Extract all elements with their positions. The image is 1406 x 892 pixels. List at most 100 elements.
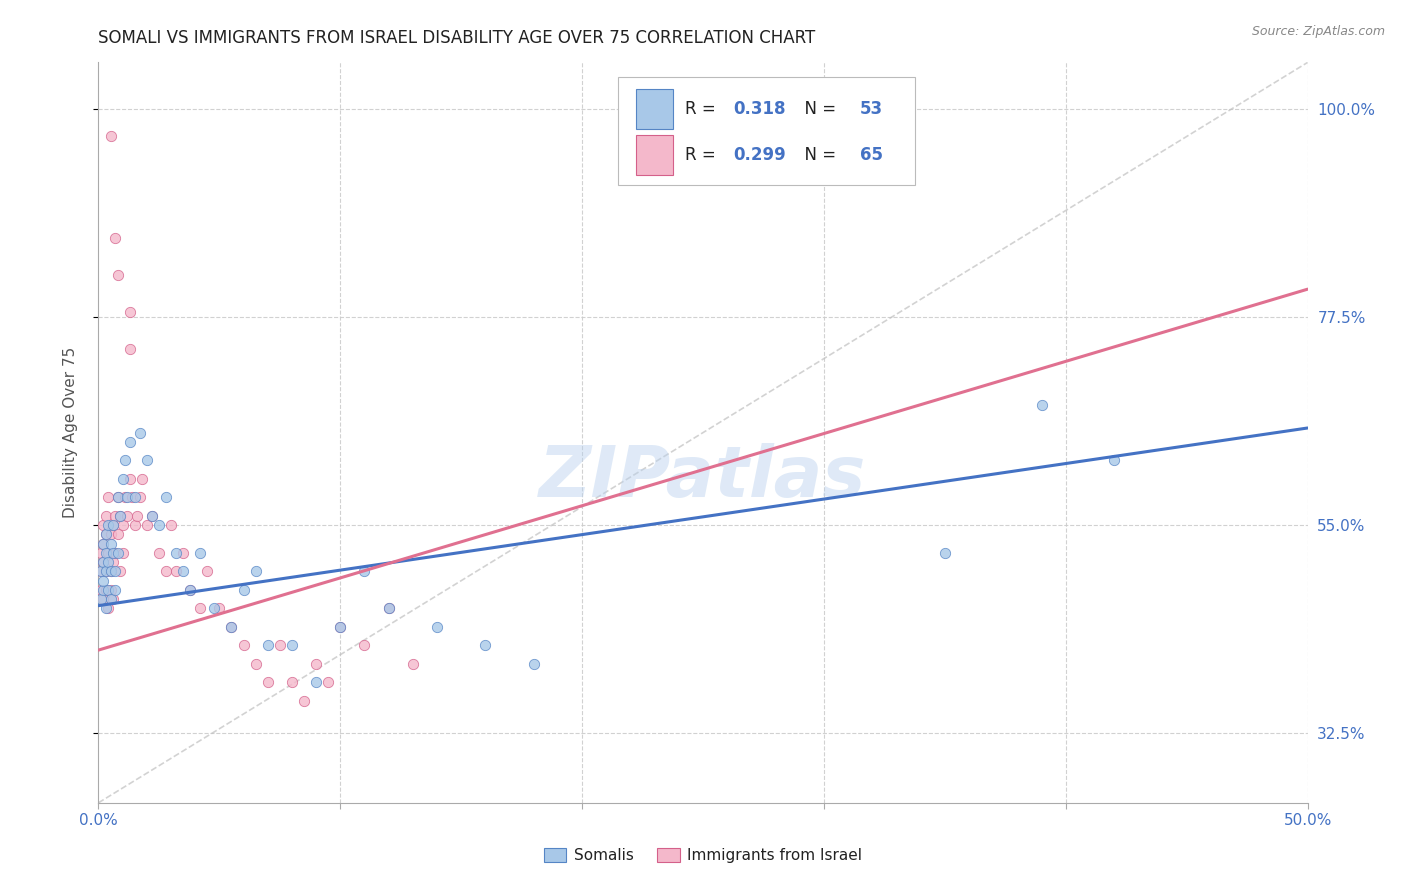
Point [91, 582, 114, 597]
Point [104, 565, 127, 579]
Point [245, 565, 267, 579]
Point [353, 565, 375, 579]
Point [402, 657, 425, 671]
Point [94, 527, 117, 541]
Y-axis label: Disability Age Over 75: Disability Age Over 75 [63, 347, 77, 518]
Point [292, 694, 315, 708]
Point [107, 491, 129, 505]
Point [245, 657, 267, 671]
Point [90, 565, 112, 579]
Text: N =: N = [793, 146, 841, 164]
Point [131, 472, 153, 486]
Point [155, 491, 177, 505]
Point [101, 518, 124, 533]
Point [281, 639, 304, 653]
Point [141, 508, 163, 523]
Point [94, 565, 117, 579]
Text: 0.318: 0.318 [734, 100, 786, 118]
Point [329, 620, 352, 634]
Point [100, 527, 122, 541]
Point [353, 639, 375, 653]
Legend: Somalis, Immigrants from Israel: Somalis, Immigrants from Israel [537, 842, 869, 869]
Point [101, 592, 124, 607]
Point [100, 129, 122, 144]
Point [101, 546, 124, 560]
Point [97, 546, 120, 560]
Text: R =: R = [685, 146, 721, 164]
Point [107, 491, 129, 505]
Point [108, 508, 131, 523]
Point [232, 639, 254, 653]
Point [97, 491, 120, 505]
Point [305, 675, 328, 690]
Point [232, 582, 254, 597]
Point [108, 508, 131, 523]
Point [474, 639, 496, 653]
Point [90, 565, 112, 579]
Point [221, 620, 243, 634]
Point [107, 546, 129, 560]
Point [104, 231, 127, 245]
Point [377, 601, 399, 615]
Point [97, 582, 120, 597]
Point [108, 565, 131, 579]
Point [135, 518, 157, 533]
Point [377, 601, 399, 615]
Point [1031, 398, 1053, 412]
Point [117, 491, 139, 505]
Point [165, 565, 187, 579]
Point [204, 601, 226, 615]
FancyBboxPatch shape [619, 78, 915, 185]
Point [1102, 453, 1125, 467]
Point [281, 675, 304, 690]
Point [91, 518, 114, 533]
Point [111, 546, 134, 560]
Point [135, 453, 157, 467]
Text: 0.299: 0.299 [734, 146, 786, 164]
Point [188, 601, 211, 615]
Point [172, 546, 194, 560]
Point [128, 425, 150, 440]
Point [305, 657, 328, 671]
Text: ZIPatlas: ZIPatlas [540, 442, 866, 511]
Point [141, 508, 163, 523]
Point [94, 565, 117, 579]
Point [97, 601, 120, 615]
Point [91, 592, 114, 607]
Point [107, 268, 129, 283]
Point [94, 508, 117, 523]
Point [426, 620, 449, 634]
Point [94, 527, 117, 541]
Text: R =: R = [685, 100, 721, 118]
Point [329, 620, 352, 634]
Point [104, 582, 127, 597]
Point [160, 518, 183, 533]
Point [111, 518, 134, 533]
Point [118, 472, 141, 486]
Point [148, 546, 170, 560]
Point [90, 592, 112, 607]
Point [104, 508, 127, 523]
Point [195, 565, 218, 579]
Point [94, 582, 117, 597]
Point [148, 518, 170, 533]
Point [94, 546, 117, 560]
Point [114, 491, 136, 505]
FancyBboxPatch shape [637, 88, 672, 129]
Point [90, 582, 112, 597]
Point [91, 536, 114, 550]
Point [221, 620, 243, 634]
Point [101, 518, 124, 533]
Point [91, 555, 114, 569]
Point [104, 546, 127, 560]
Point [91, 555, 114, 569]
Point [188, 546, 211, 560]
Point [117, 508, 139, 523]
Text: 65: 65 [860, 146, 883, 164]
Point [111, 472, 134, 486]
Point [90, 546, 112, 560]
Point [179, 582, 201, 597]
Text: SOMALI VS IMMIGRANTS FROM ISRAEL DISABILITY AGE OVER 75 CORRELATION CHART: SOMALI VS IMMIGRANTS FROM ISRAEL DISABIL… [98, 29, 815, 47]
Point [269, 639, 291, 653]
Point [128, 491, 150, 505]
